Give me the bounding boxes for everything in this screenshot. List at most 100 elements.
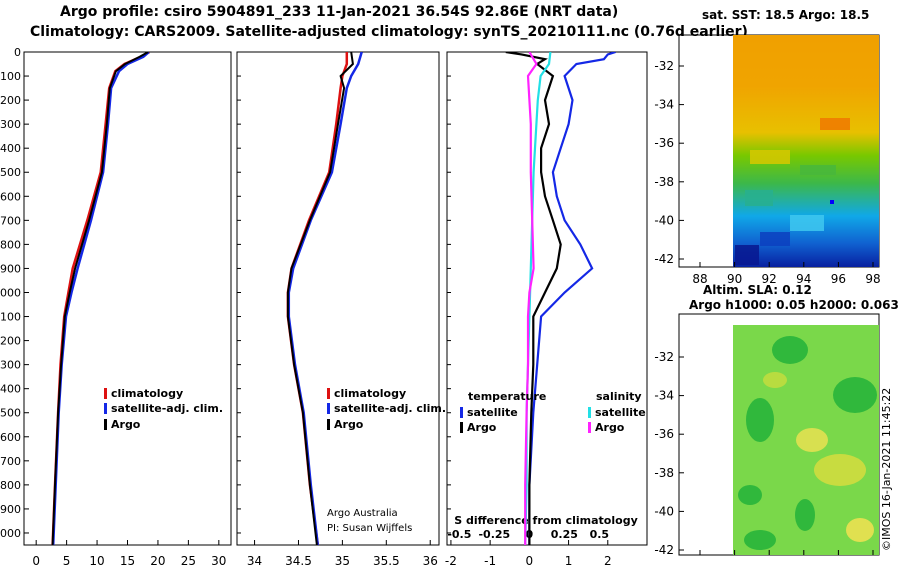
map-y-tick-label: -38: [654, 175, 674, 189]
map-y-tick-label: -34: [654, 98, 674, 112]
x-tick-label: 15: [120, 554, 135, 568]
s-axis-label: S difference from climatology: [454, 514, 638, 527]
series-line-argo: [286, 52, 354, 545]
sst-map-axes: 88 90 92 94 96 98 -32 -34 -36 -38 -40 -42: [654, 59, 880, 286]
legend-label: climatology: [111, 387, 183, 400]
x-tick-label: 1: [565, 554, 573, 568]
profile-lines: [51, 52, 151, 545]
s-tick-label: 0.5: [590, 528, 610, 541]
depth-tick-label: 1700: [0, 455, 21, 468]
depth-tick-label: 1600: [0, 431, 21, 444]
depth-tick-label: 1900: [0, 503, 21, 516]
map-x-tick-label: 92: [762, 272, 777, 286]
depth-tick-label: 800: [0, 238, 21, 251]
sla-map-image: [733, 325, 879, 555]
map-y-tick-label: -34: [654, 389, 674, 403]
legend-swatch: [327, 388, 330, 399]
sst-map-title: sat. SST: 18.5 Argo: 18.5: [702, 8, 870, 22]
map-y-tick-label: -42: [654, 252, 674, 266]
depth-tick-label: 1000: [0, 286, 21, 299]
legend-swatch: [460, 407, 463, 418]
legend-label: Argo: [334, 418, 364, 431]
legend-swatch: [327, 419, 330, 430]
argo-position-marker: [830, 200, 834, 204]
legend-group-salinity: salinity: [596, 390, 642, 403]
depth-tick-label: 2000: [0, 527, 21, 540]
difference-lines: [505, 52, 616, 545]
x-tick-label: 35: [335, 554, 350, 568]
legend-label: satellite: [467, 406, 518, 419]
salinity-legend: climatology satellite-adj. clim. Argo: [327, 387, 446, 431]
legend-label: satellite-adj. clim.: [111, 402, 223, 415]
depth-tick-label: 500: [0, 166, 21, 179]
salinity-panel: 34 34.5 35 35.5 36 climatology satellite-adj. …: [247, 52, 446, 568]
depth-tick-label: 1800: [0, 479, 21, 492]
series-line-argo: [51, 52, 149, 545]
salinity-panel-frame: [236, 51, 440, 546]
x-tick-label: 34: [247, 554, 262, 568]
legend-swatch: [104, 403, 107, 414]
sla-map-title: Altim. SLA: 0.12: [703, 283, 812, 297]
depth-tick-label: 100: [0, 70, 21, 83]
depth-tick-label: 400: [0, 142, 21, 155]
legend-label: satellite: [595, 406, 646, 419]
difference-panel: -2 -1 0 1 2-0.5 -0.25 0 0.25 0.5S difference fro…: [445, 52, 646, 568]
x-tick-label: 5: [63, 554, 71, 568]
x-tick-label: 10: [89, 554, 104, 568]
x-tick-label: 20: [150, 554, 165, 568]
x-tick-label: 2: [604, 554, 612, 568]
map-y-tick-label: -42: [654, 543, 674, 557]
depth-tick-label: 900: [0, 262, 21, 275]
profile-lines: [286, 52, 363, 545]
depth-axis: 0 100 200 300 400 500 600 700 800 900 1000 1100 1200…: [0, 46, 451, 540]
legend-label: Argo: [111, 418, 141, 431]
s-tick-label: -0.25: [478, 528, 510, 541]
legend-swatch: [588, 422, 591, 433]
figure-title-line2: Climatology: CARS2009. Satellite-adjuste…: [30, 24, 748, 40]
diff-line-temperature-satellite: [528, 52, 616, 545]
x-tick-label: -2: [445, 554, 457, 568]
map-x-tick-label: 94: [796, 272, 811, 286]
depth-tick-label: 1300: [0, 359, 21, 372]
depth-tick-label: 300: [0, 118, 21, 131]
x-tick-label: 30: [211, 554, 226, 568]
x-tick-label: -1: [484, 554, 496, 568]
s-tick-label: -0.5: [447, 528, 471, 541]
map-x-tick-label: 96: [831, 272, 846, 286]
series-line-satellite-adj-clim: [287, 52, 363, 545]
temperature-legend: climatology satellite-adj. clim. Argo: [104, 387, 223, 431]
map-y-tick-label: -36: [654, 136, 674, 150]
legend-swatch: [460, 422, 463, 433]
annotation-pi: PI: Susan Wijffels: [327, 523, 412, 534]
sst-map-texture: [735, 118, 850, 265]
depth-tick-label: 0: [14, 46, 21, 59]
map-y-tick-label: -40: [654, 213, 674, 227]
x-tick-label: 0: [526, 554, 534, 568]
legend-label: climatology: [334, 387, 406, 400]
x-tick-label: 0: [32, 554, 40, 568]
temperature-panel: 0 5 10 15 20 25 30 climatology satellite-adj. cl…: [32, 52, 226, 568]
depth-tick-label: 600: [0, 190, 21, 203]
difference-legend: temperature salinity satellite Argo satellit…: [460, 390, 646, 434]
sla-map-axes: -32 -34 -36 -38 -40 -42: [654, 350, 874, 557]
x-tick-label: 36: [423, 554, 438, 568]
depth-tick-label: 200: [0, 94, 21, 107]
legend-label: Argo: [595, 421, 625, 434]
map-x-tick-label: 98: [865, 272, 880, 286]
depth-tick-label: 1400: [0, 383, 21, 396]
depth-tick-label: 700: [0, 214, 21, 227]
map-x-tick-label: 88: [692, 272, 707, 286]
map-y-tick-label: -32: [654, 59, 674, 73]
series-line-climatology: [51, 52, 151, 545]
legend-swatch: [104, 388, 107, 399]
map-y-tick-label: -36: [654, 427, 674, 441]
x-tick-label: 25: [181, 554, 196, 568]
figure-title-line1: Argo profile: csiro 5904891_233 11-Jan-2…: [60, 4, 619, 20]
diff-line-temperature-argo: [505, 52, 562, 545]
depth-tick-label: 1500: [0, 407, 21, 420]
legend-group-temperature: temperature: [468, 390, 546, 403]
annotation-argo-australia: Argo Australia: [327, 508, 398, 519]
x-tick-label: 34.5: [285, 554, 312, 568]
